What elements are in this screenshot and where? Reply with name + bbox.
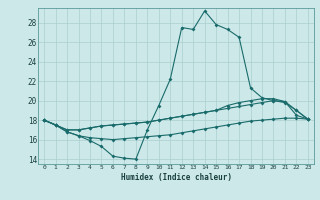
- X-axis label: Humidex (Indice chaleur): Humidex (Indice chaleur): [121, 173, 231, 182]
